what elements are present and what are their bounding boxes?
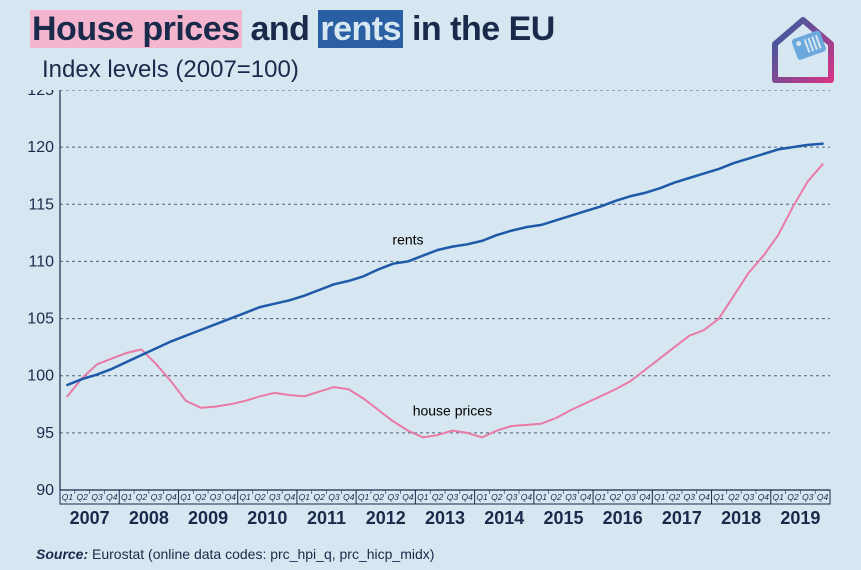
chart-svg: 9095100105110115120125Q1Q2Q3Q42007Q1Q2Q3… (20, 90, 840, 550)
svg-text:Q3: Q3 (151, 492, 163, 502)
svg-text:Q3: Q3 (269, 492, 281, 502)
svg-text:Q4: Q4 (698, 492, 710, 502)
svg-text:100: 100 (27, 368, 54, 385)
svg-text:Q3: Q3 (802, 492, 814, 502)
svg-text:Q3: Q3 (210, 492, 222, 502)
svg-text:120: 120 (27, 139, 54, 156)
svg-text:Q2: Q2 (610, 492, 622, 502)
svg-text:Q2: Q2 (77, 492, 89, 502)
svg-text:2017: 2017 (662, 508, 702, 528)
svg-text:Q1: Q1 (536, 492, 548, 502)
chart-title: House prices and rents in the EU (30, 10, 555, 49)
svg-text:Q1: Q1 (595, 492, 607, 502)
svg-text:105: 105 (27, 311, 54, 328)
svg-text:Q1: Q1 (654, 492, 666, 502)
svg-text:Q3: Q3 (624, 492, 636, 502)
title-and: and (242, 10, 319, 48)
svg-text:house prices: house prices (413, 403, 492, 419)
svg-text:Q3: Q3 (388, 492, 400, 502)
svg-text:2008: 2008 (129, 508, 169, 528)
svg-text:Q4: Q4 (106, 492, 118, 502)
svg-text:Q4: Q4 (580, 492, 592, 502)
svg-text:95: 95 (36, 425, 54, 442)
svg-text:Q4: Q4 (817, 492, 829, 502)
svg-text:Q4: Q4 (462, 492, 474, 502)
svg-text:125: 125 (27, 90, 54, 99)
svg-text:Q1: Q1 (713, 492, 725, 502)
svg-text:Q2: Q2 (550, 492, 562, 502)
svg-text:Q3: Q3 (328, 492, 340, 502)
svg-text:Q4: Q4 (225, 492, 237, 502)
svg-text:Q1: Q1 (121, 492, 133, 502)
svg-text:Q2: Q2 (254, 492, 266, 502)
svg-text:Q2: Q2 (787, 492, 799, 502)
svg-text:2019: 2019 (780, 508, 820, 528)
svg-text:Q2: Q2 (432, 492, 444, 502)
svg-text:Q2: Q2 (669, 492, 681, 502)
svg-text:Q1: Q1 (239, 492, 251, 502)
title-rest: in the EU (403, 10, 555, 48)
svg-text:Q4: Q4 (284, 492, 296, 502)
svg-text:Q1: Q1 (62, 492, 74, 502)
svg-text:Q3: Q3 (743, 492, 755, 502)
svg-text:Q1: Q1 (299, 492, 311, 502)
svg-text:Q3: Q3 (506, 492, 518, 502)
svg-text:2012: 2012 (366, 508, 406, 528)
svg-text:2013: 2013 (425, 508, 465, 528)
svg-text:2015: 2015 (543, 508, 583, 528)
svg-text:Q4: Q4 (343, 492, 355, 502)
svg-text:Q2: Q2 (313, 492, 325, 502)
svg-text:Q4: Q4 (521, 492, 533, 502)
svg-text:2018: 2018 (721, 508, 761, 528)
svg-text:2011: 2011 (307, 508, 346, 528)
svg-text:110: 110 (28, 253, 54, 270)
svg-text:Q1: Q1 (417, 492, 429, 502)
svg-text:Q2: Q2 (136, 492, 148, 502)
svg-text:Q3: Q3 (91, 492, 103, 502)
svg-text:Q1: Q1 (476, 492, 488, 502)
title-highlight-house-prices: House prices (30, 10, 242, 48)
title-highlight-rents: rents (318, 10, 403, 48)
svg-text:Q2: Q2 (491, 492, 503, 502)
svg-text:90: 90 (36, 482, 54, 499)
svg-text:Q2: Q2 (195, 492, 207, 502)
svg-text:Q1: Q1 (773, 492, 785, 502)
chart-subtitle: Index levels (2007=100) (42, 56, 299, 84)
source-label: Source: (36, 546, 88, 562)
svg-text:Q1: Q1 (180, 492, 192, 502)
svg-text:Q1: Q1 (358, 492, 370, 502)
svg-text:2014: 2014 (484, 508, 524, 528)
svg-text:115: 115 (28, 196, 54, 213)
source-text: Eurostat (online data codes: prc_hpi_q, … (88, 546, 434, 562)
svg-text:Q2: Q2 (728, 492, 740, 502)
house-tag-icon (763, 10, 843, 90)
svg-text:Q3: Q3 (565, 492, 577, 502)
svg-text:Q4: Q4 (402, 492, 414, 502)
svg-text:Q3: Q3 (447, 492, 459, 502)
svg-text:Q2: Q2 (373, 492, 385, 502)
chart-container: House prices and rents in the EU Index l… (0, 0, 861, 570)
svg-text:rents: rents (392, 231, 423, 247)
line-chart: 9095100105110115120125Q1Q2Q3Q42007Q1Q2Q3… (20, 90, 840, 530)
svg-text:Q4: Q4 (639, 492, 651, 502)
svg-text:2010: 2010 (247, 508, 287, 528)
source-citation: Source: Eurostat (online data codes: prc… (36, 546, 434, 562)
svg-text:Q4: Q4 (165, 492, 177, 502)
svg-text:Q4: Q4 (758, 492, 770, 502)
svg-text:Q3: Q3 (684, 492, 696, 502)
svg-text:2016: 2016 (603, 508, 643, 528)
svg-text:2009: 2009 (188, 508, 228, 528)
svg-text:2007: 2007 (70, 508, 110, 528)
